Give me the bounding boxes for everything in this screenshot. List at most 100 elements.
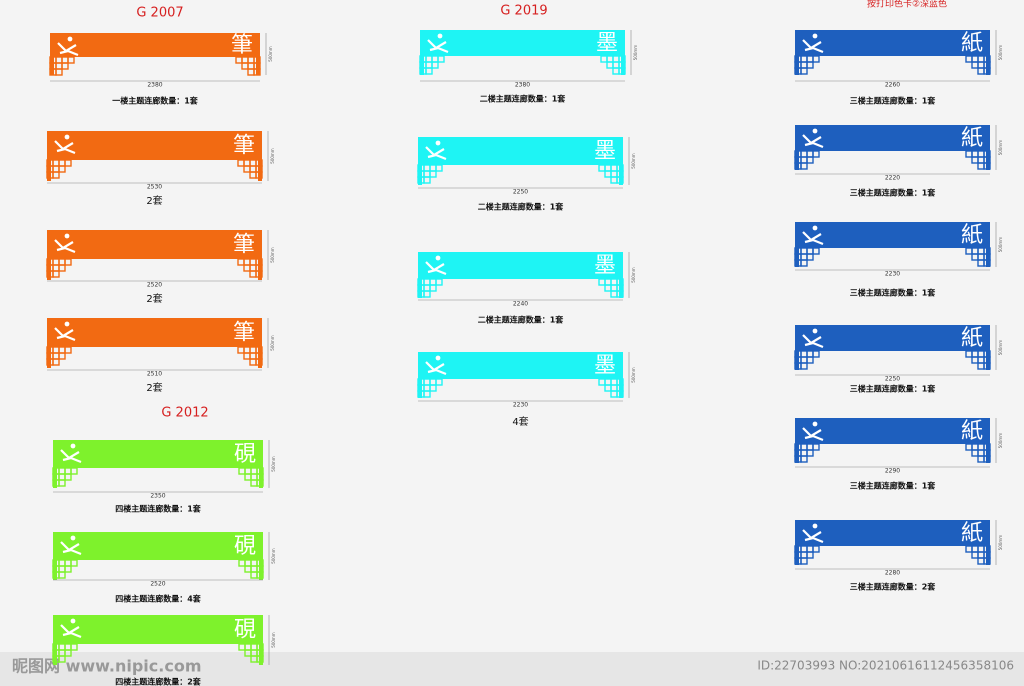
lattice-post (53, 466, 57, 488)
width-label: 2220 (885, 175, 900, 182)
corridor-panel: 硯 500mm 2520 四楼主题连廊数量：4套 (52, 532, 276, 604)
panel-caption: 2套 (146, 292, 162, 305)
lattice-cell (64, 258, 72, 266)
width-label: 2350 (150, 493, 165, 500)
corridor-panel: 筆 500mm 2530 2套 (46, 131, 275, 207)
lattice-cell (250, 655, 258, 663)
lattice-cell (247, 68, 255, 76)
panel-band (47, 131, 262, 160)
height-label: 500mm (998, 340, 1003, 356)
calligraphy-glyph: 硯 (234, 618, 256, 643)
calligraphy-glyph: 紙 (961, 419, 983, 444)
calligraphy-glyph: 筆 (233, 233, 255, 258)
lattice-cell (806, 356, 814, 364)
calligraphy-glyph: 墨 (594, 139, 616, 164)
lattice-post (621, 54, 625, 75)
lattice-post (795, 442, 799, 463)
lattice-cell (806, 551, 814, 559)
bird-icon (64, 233, 70, 239)
bird-icon (812, 421, 818, 427)
calligraphy-glyph: 筆 (231, 33, 253, 58)
corridor-panel: 筆 500mm 2380 一楼主题连廊数量：1套 (49, 33, 273, 106)
lattice-cell (800, 67, 808, 75)
bird-icon (802, 334, 824, 349)
lattice-cell (431, 61, 439, 69)
calligraphy-glyph: 紙 (961, 521, 983, 546)
panel-caption: 2套 (146, 194, 162, 207)
bird-icon (425, 261, 447, 276)
lattice-cell (812, 247, 820, 255)
panel-caption: 二楼主题连廊数量：1套 (478, 202, 565, 212)
lattice-cell (971, 356, 979, 364)
width-label: 2380 (147, 82, 162, 89)
width-label: 2290 (885, 468, 900, 475)
height-label: 500mm (998, 433, 1003, 449)
group-header: G 2007 (136, 6, 183, 21)
lattice-cell (604, 170, 612, 178)
lattice-cell (598, 378, 606, 386)
height-label: 500mm (270, 148, 275, 164)
lattice-post (795, 54, 799, 75)
width-label: 2230 (513, 402, 528, 409)
lattice-cell (812, 55, 820, 63)
width-label: 2250 (885, 376, 900, 383)
bird-icon (54, 327, 76, 342)
bird-icon (812, 523, 818, 529)
bird-icon (54, 239, 76, 254)
lattice-cell (70, 643, 78, 651)
lattice-cell (610, 176, 618, 184)
bird-icon (435, 255, 441, 261)
calligraphy-glyph: 墨 (596, 31, 618, 56)
calligraphy-glyph: 筆 (233, 321, 255, 346)
lattice-cell (610, 390, 618, 398)
lattice-cell (429, 384, 437, 392)
lattice-cell (249, 358, 257, 366)
lattice-cell (243, 264, 251, 272)
bird-icon (60, 541, 82, 556)
width-label: 2250 (513, 189, 528, 196)
lattice-cell (249, 171, 257, 179)
lattice-post (986, 246, 990, 267)
height-label: 500mm (998, 45, 1003, 61)
lattice-post (258, 158, 262, 181)
lattice-cell (64, 473, 72, 481)
corridor-panel: 筆 500mm 2510 2套 (46, 318, 275, 394)
watermark-bar (0, 652, 1024, 686)
lattice-cell (244, 649, 252, 657)
lattice-cell (600, 55, 608, 63)
watermark-id: ID:22703993 NO:20210616112456358106 (757, 659, 1014, 673)
lattice-post (47, 158, 51, 181)
bird-icon (812, 225, 818, 231)
corridor-panel: 墨 500mm 2230 4套 (417, 352, 636, 428)
lattice-cell (971, 61, 979, 69)
lattice-cell (977, 557, 985, 565)
calligraphy-glyph: 硯 (234, 534, 256, 559)
lattice-cell (977, 67, 985, 75)
lattice-cell (423, 290, 431, 298)
lattice-post (53, 558, 57, 580)
bird-icon (70, 618, 76, 624)
lattice-post (420, 54, 424, 75)
panel-caption: 四楼主题连廊数量：1套 (115, 504, 202, 514)
panel-caption: 四楼主题连廊数量：4套 (115, 594, 202, 604)
lattice-cell (250, 479, 258, 487)
lattice-cell (238, 559, 246, 567)
width-label: 2380 (515, 82, 530, 89)
calligraphy-glyph: 紙 (961, 223, 983, 248)
lattice-cell (435, 164, 443, 172)
lattice-cell (58, 264, 66, 272)
panel-caption: 4套 (512, 415, 528, 428)
lattice-cell (429, 170, 437, 178)
calligraphy-glyph: 紙 (961, 326, 983, 351)
height-label: 500mm (998, 535, 1003, 551)
corridor-panel: 硯 500mm 2350 四楼主题连廊数量：1套 (52, 440, 276, 514)
lattice-post (259, 642, 263, 665)
lattice-cell (58, 571, 66, 579)
lattice-post (418, 377, 422, 398)
width-label: 2510 (147, 371, 162, 378)
corridor-panel: 墨 500mm 2240 二楼主题连廊数量：1套 (417, 252, 636, 325)
bird-icon (802, 529, 824, 544)
lattice-post (50, 55, 54, 75)
calligraphy-glyph: 硯 (234, 442, 256, 467)
